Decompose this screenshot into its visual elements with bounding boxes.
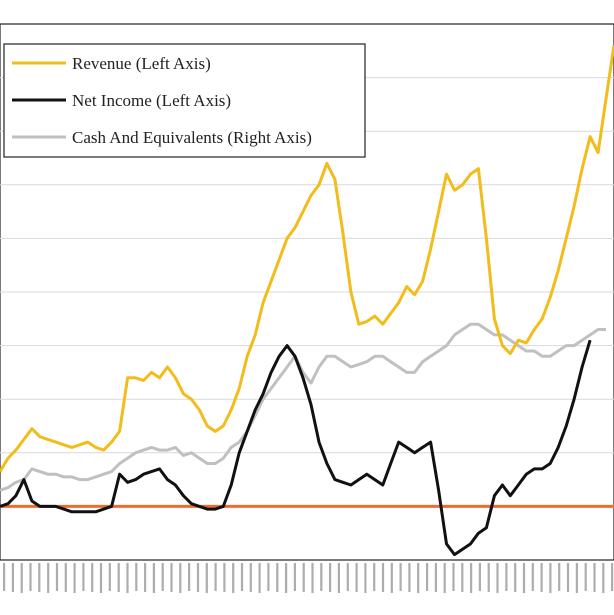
x-tick-label bbox=[390, 563, 393, 593]
legend: Revenue (Left Axis) Net Income (Left Axi… bbox=[3, 43, 366, 158]
x-axis-ticks bbox=[3, 563, 614, 593]
x-tick-label bbox=[293, 563, 296, 591]
x-tick-label bbox=[144, 563, 147, 592]
x-tick-label bbox=[302, 563, 305, 592]
x-tick-label bbox=[232, 563, 235, 593]
x-tick-label bbox=[584, 563, 587, 591]
x-tick-label bbox=[549, 563, 552, 593]
x-tick-label bbox=[91, 563, 94, 592]
x-tick-label bbox=[214, 563, 217, 591]
x-tick-label bbox=[593, 563, 596, 592]
x-tick-label bbox=[276, 563, 279, 592]
x-tick-label bbox=[188, 563, 191, 591]
x-tick-label bbox=[29, 563, 32, 591]
x-tick-label bbox=[240, 563, 244, 591]
x-tick-label bbox=[249, 563, 252, 592]
x-tick-label bbox=[575, 563, 578, 593]
x-tick-label bbox=[38, 563, 41, 592]
x-tick-label bbox=[381, 563, 385, 592]
x-tick-label bbox=[82, 563, 85, 591]
x-tick-label bbox=[161, 563, 164, 591]
x-tick-label bbox=[355, 563, 358, 592]
x-tick-label bbox=[408, 563, 411, 592]
x-tick-label bbox=[223, 563, 226, 592]
x-tick-label bbox=[346, 563, 349, 591]
x-tick-label bbox=[522, 563, 526, 593]
series-line-net-income-left-axis bbox=[0, 339, 592, 557]
x-tick-label bbox=[461, 563, 464, 592]
x-tick-label bbox=[434, 563, 437, 592]
x-tick-label bbox=[55, 563, 59, 591]
x-tick-label bbox=[399, 563, 402, 591]
x-tick-label bbox=[3, 563, 6, 591]
x-tick-label bbox=[478, 563, 481, 591]
x-tick-label bbox=[337, 563, 340, 593]
x-tick-label bbox=[514, 563, 517, 592]
x-tick-label bbox=[179, 563, 182, 593]
legend-label-net-income: Net Income (Left Axis) bbox=[72, 91, 231, 110]
x-tick-label bbox=[311, 563, 314, 593]
x-tick-label bbox=[64, 563, 67, 592]
x-tick-label bbox=[487, 563, 490, 592]
x-tick-label bbox=[117, 563, 120, 592]
x-tick-label bbox=[443, 563, 446, 593]
x-tick-label bbox=[196, 563, 200, 592]
x-tick-label bbox=[558, 563, 561, 591]
x-tick-label bbox=[364, 563, 367, 593]
x-tick-label bbox=[470, 563, 473, 593]
x-tick-label bbox=[152, 563, 155, 593]
x-tick-label bbox=[285, 563, 288, 593]
x-tick-label bbox=[135, 563, 138, 591]
x-tick-label bbox=[505, 563, 508, 591]
series-layer bbox=[0, 45, 614, 557]
x-tick-label bbox=[496, 563, 499, 593]
x-tick-label bbox=[170, 563, 173, 592]
x-tick-label bbox=[540, 563, 543, 592]
x-tick-label bbox=[426, 563, 429, 591]
x-tick-label bbox=[611, 563, 614, 591]
x-tick-label bbox=[47, 563, 50, 593]
x-tick-label bbox=[205, 563, 208, 593]
x-tick-label bbox=[108, 563, 111, 591]
x-tick-label bbox=[373, 563, 376, 591]
x-tick-label bbox=[329, 563, 332, 592]
x-tick-label bbox=[99, 563, 103, 593]
series-line-cash-and-equivalents-right-axis bbox=[0, 322, 606, 492]
x-tick-label bbox=[11, 563, 14, 592]
x-tick-label bbox=[258, 563, 261, 593]
x-tick-label bbox=[417, 563, 420, 593]
x-tick-label bbox=[531, 563, 534, 591]
legend-label-cash-and-equivalents: Cash And Equivalents (Right Axis) bbox=[72, 128, 312, 147]
x-tick-label bbox=[126, 563, 129, 593]
legend-label-revenue: Revenue (Left Axis) bbox=[72, 54, 211, 73]
x-tick-label bbox=[566, 563, 570, 592]
x-tick-label bbox=[267, 563, 270, 591]
plot-frame bbox=[0, 23, 614, 561]
x-tick-label bbox=[20, 563, 23, 593]
x-tick-label bbox=[452, 563, 455, 591]
x-tick-label bbox=[320, 563, 323, 591]
x-tick-label bbox=[73, 563, 76, 593]
x-tick-label bbox=[602, 563, 605, 593]
series-line-revenue-left-axis bbox=[0, 45, 614, 473]
